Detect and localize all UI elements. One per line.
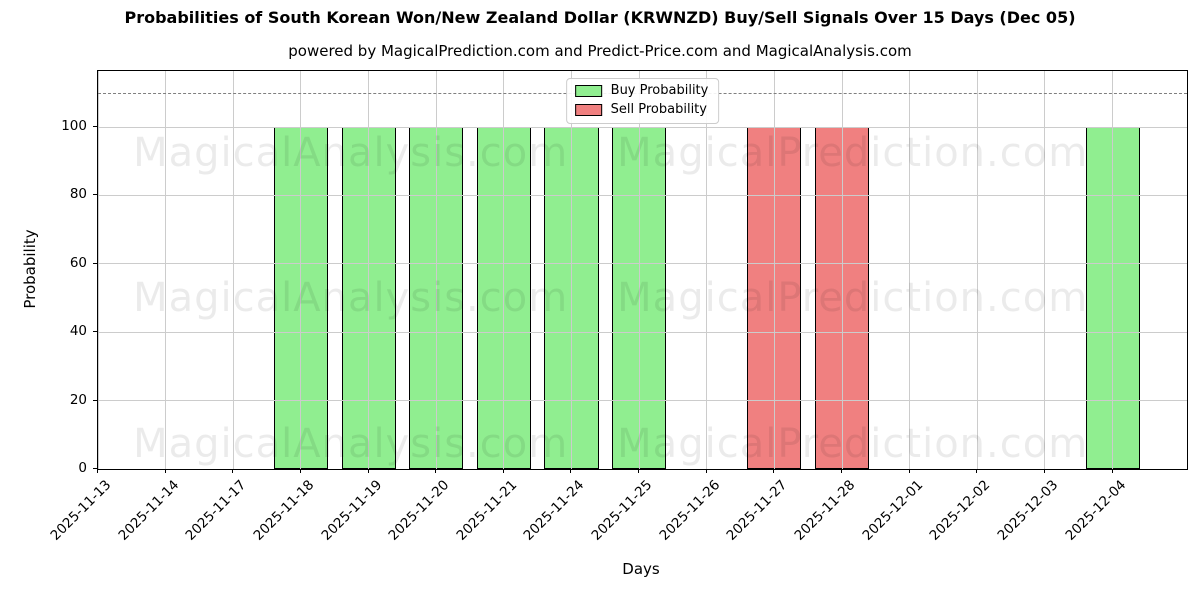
watermark-text: MagicalPrediction.com [617,129,1089,176]
x-tick-label: 2025-11-20 [385,477,453,544]
x-axis-tick [97,469,98,473]
gridline-horizontal [98,400,1187,402]
x-tick-label: 2025-11-27 [723,477,791,544]
watermark-text: MagicalPrediction.com [617,274,1089,321]
x-axis-tick [773,469,775,473]
plot-area: Buy Probability Sell Probability Magical… [97,70,1188,470]
legend-item-buy: Buy Probability [574,83,709,98]
y-tick-label: 20 [69,391,87,408]
x-axis-tick [705,469,707,473]
x-axis-tick [164,469,166,473]
legend-label-sell: Sell Probability [610,102,707,117]
gridline-vertical [165,71,167,469]
x-axis-tick [1111,469,1113,473]
x-tick-label: 2025-11-21 [453,477,521,544]
y-axis-label: Probability [21,229,39,309]
x-axis-tick [1043,469,1045,473]
watermark-text: MagicalAnalysis.com [133,274,569,321]
x-tick-label: 2025-12-01 [859,477,926,544]
x-tick-label: 2025-11-14 [115,477,182,544]
x-tick-label: 2025-11-18 [250,477,318,544]
x-axis-tick [435,469,437,473]
x-tick-label: 2025-12-03 [994,477,1062,544]
gridline-horizontal [98,331,1187,333]
x-axis-tick [841,469,843,473]
y-axis-tick [93,262,97,264]
x-tick-label: 2025-11-24 [520,477,588,544]
x-axis-tick [570,469,572,473]
gridline-vertical [1044,71,1046,469]
x-axis-tick [367,469,369,473]
chart-subtitle: powered by MagicalPrediction.com and Pre… [288,42,912,60]
x-axis-tick [976,469,978,473]
x-tick-label: 2025-11-26 [656,477,724,544]
y-tick-label: 100 [61,118,87,135]
x-axis-tick [232,469,234,473]
watermark-text: MagicalAnalysis.com [133,420,569,467]
gridline-vertical [435,71,437,469]
gridline-horizontal [98,263,1187,265]
gridline-vertical [503,71,505,469]
y-axis-tick [93,331,97,333]
buy-swatch-icon [574,85,602,97]
gridline-horizontal [98,194,1187,196]
x-tick-label: 2025-12-02 [926,477,994,544]
legend: Buy Probability Sell Probability [565,78,720,124]
x-tick-label: 2025-11-13 [47,477,115,544]
gridline-vertical [570,71,572,469]
y-tick-label: 60 [69,254,87,271]
gridline-vertical [97,71,99,469]
gridline-vertical [368,71,370,469]
x-axis-label: Days [622,560,660,578]
y-axis-tick [93,468,97,469]
gridline-vertical [841,71,843,469]
y-tick-label: 40 [69,323,87,340]
x-axis-tick [299,469,301,473]
gridline-vertical [773,71,775,469]
gridline-horizontal [98,126,1187,128]
gridline-vertical [638,71,640,469]
y-tick-label: 0 [78,460,87,476]
y-tick-label: 80 [69,186,87,203]
x-axis-tick [908,469,910,473]
gridline-vertical [1112,71,1114,469]
gridline-vertical [909,71,911,469]
gridline-vertical [300,71,302,469]
watermark-text: MagicalPrediction.com [617,420,1089,467]
legend-label-buy: Buy Probability [610,83,709,98]
x-tick-label: 2025-12-04 [1062,477,1129,544]
y-axis-tick [93,126,97,128]
chart-title: Probabilities of South Korean Won/New Ze… [124,8,1076,27]
x-axis-tick [638,469,640,473]
x-tick-label: 2025-11-19 [318,477,385,544]
watermark-text: MagicalAnalysis.com [133,129,569,176]
y-axis-tick [93,399,97,401]
gridline-vertical [976,71,978,469]
x-axis-tick [502,469,504,473]
y-axis-tick [93,194,97,196]
x-tick-label: 2025-11-28 [791,477,859,544]
x-tick-label: 2025-11-25 [588,477,656,544]
legend-item-sell: Sell Probability [574,102,709,117]
sell-swatch-icon [574,104,602,116]
gridline-vertical [706,71,708,469]
x-tick-label: 2025-11-17 [182,477,250,544]
gridline-vertical [232,71,234,469]
